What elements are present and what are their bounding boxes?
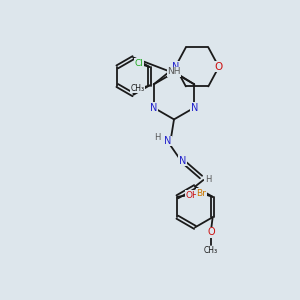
Text: CH₃: CH₃ (204, 246, 218, 255)
Text: Br: Br (196, 189, 206, 198)
Text: N: N (170, 68, 178, 78)
Text: N: N (179, 155, 186, 166)
Text: H: H (154, 133, 161, 142)
Text: N: N (150, 103, 158, 113)
Text: O: O (207, 227, 215, 237)
Text: OH: OH (185, 191, 199, 200)
Text: N: N (164, 136, 171, 146)
Text: Cl: Cl (134, 59, 143, 68)
Text: N: N (172, 62, 179, 72)
Text: N: N (190, 103, 198, 113)
Text: CH₃: CH₃ (130, 84, 145, 93)
Text: H: H (205, 176, 211, 184)
Text: NH: NH (167, 67, 181, 76)
Text: O: O (215, 62, 223, 72)
